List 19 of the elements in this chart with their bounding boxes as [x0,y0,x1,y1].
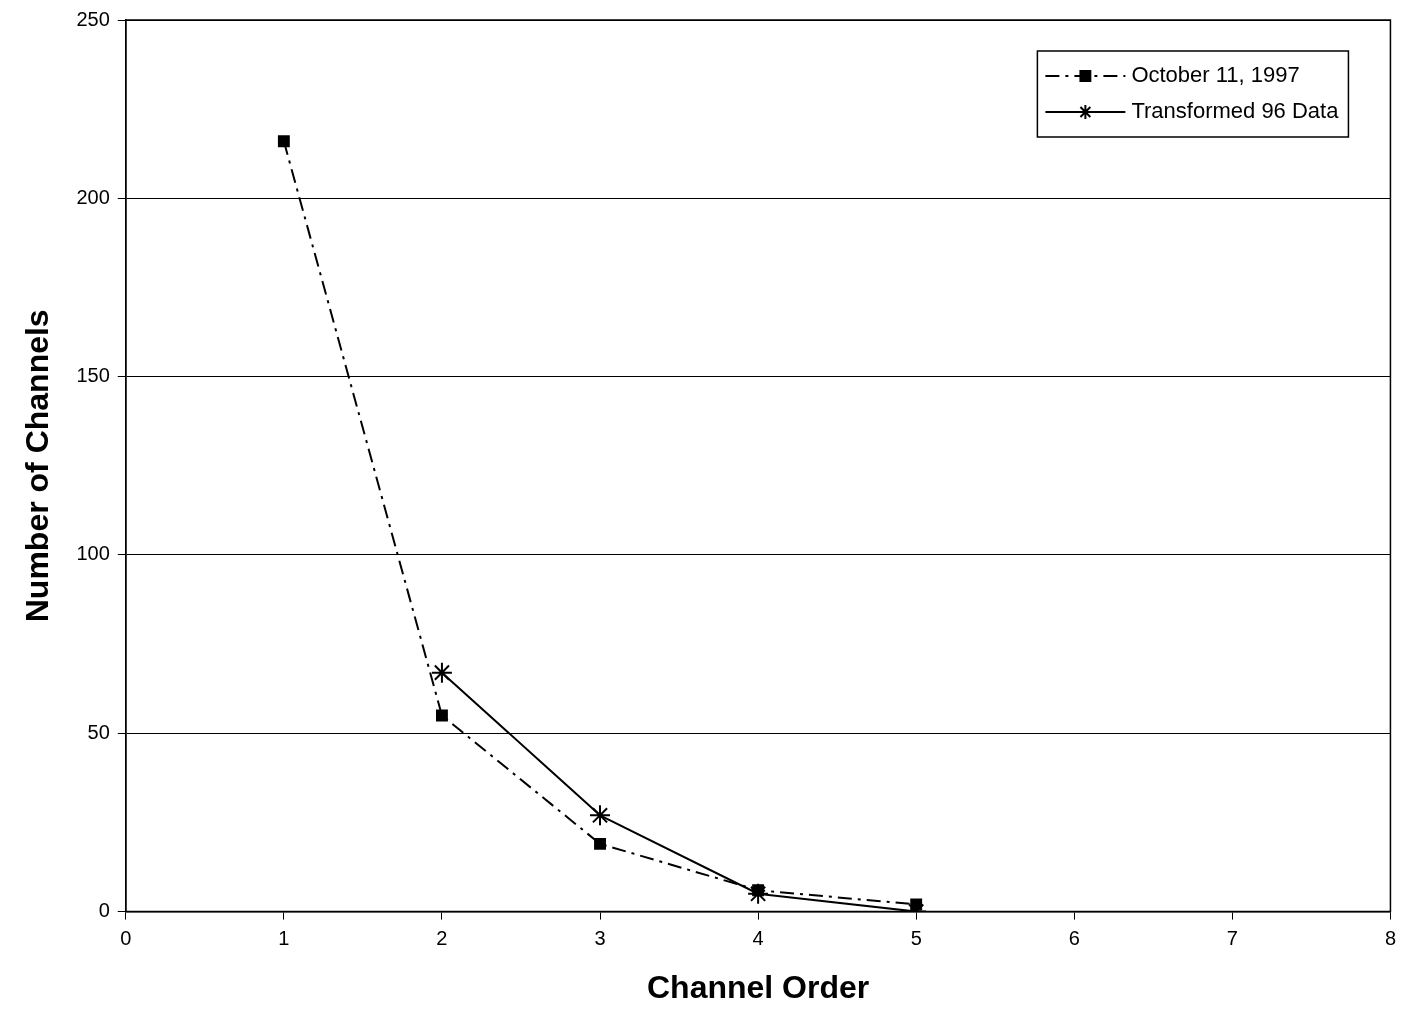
x-tick-label: 2 [436,927,448,950]
x-tick-label: 3 [594,927,606,950]
x-tick-label: 8 [1384,927,1396,950]
x-tick-label: 0 [120,927,132,950]
y-tick-label: 250 [76,7,110,30]
y-tick-label: 100 [76,542,110,565]
y-tick-label: 200 [76,185,110,208]
y-tick-label: 150 [76,364,110,387]
legend-label: October 11, 1997 [1131,62,1300,88]
x-axis-title: Channel Order [646,968,870,1005]
x-tick-label: 5 [910,927,922,950]
x-tick-label: 6 [1068,927,1080,950]
x-tick-label: 4 [752,927,764,950]
y-tick-label: 0 [98,899,110,922]
x-tick-label: 1 [278,927,290,950]
y-tick-label: 50 [87,720,110,743]
y-axis-title: Number of Channels [19,309,56,623]
x-tick-label: 7 [1226,927,1238,950]
legend-label: Transformed 96 Data [1131,98,1340,124]
